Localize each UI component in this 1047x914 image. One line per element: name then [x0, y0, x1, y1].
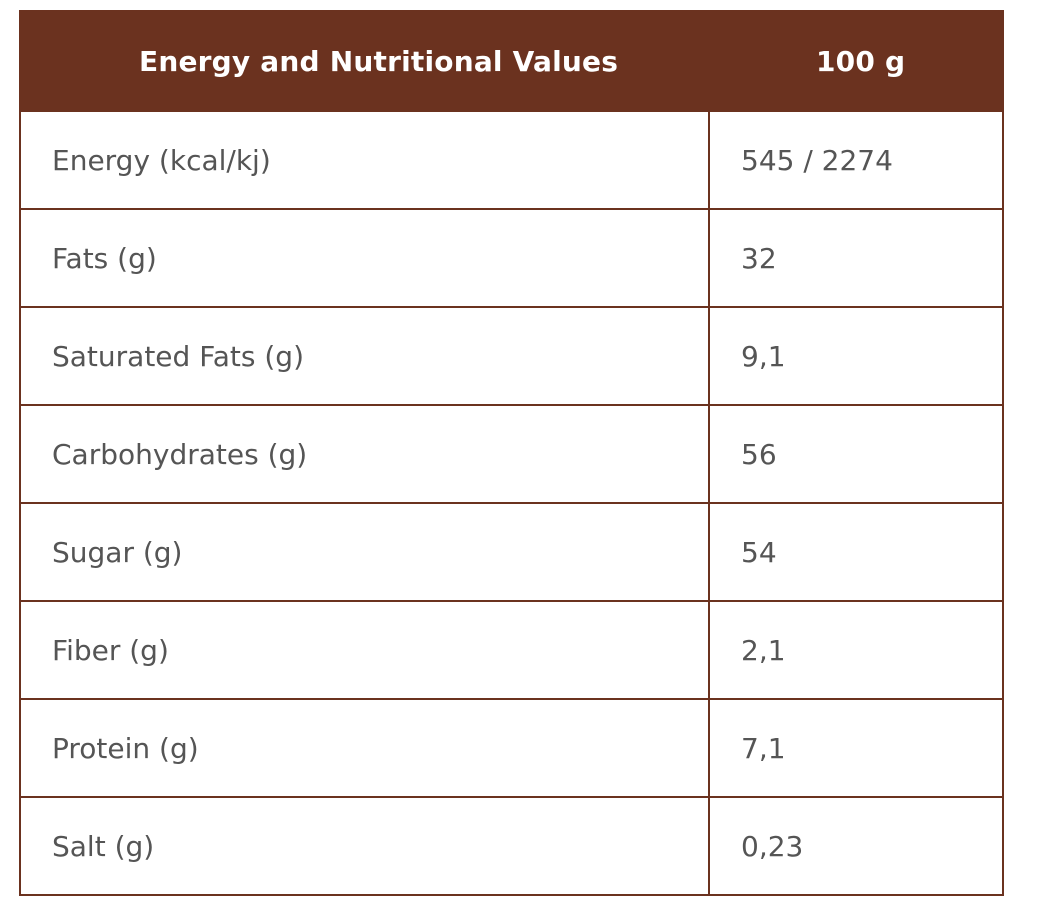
table-row: Energy (kcal/kj) 545 / 2274: [19, 110, 1004, 210]
row-name-salt: Salt (g): [19, 796, 710, 896]
table-header: Energy and Nutritional Values 100 g: [19, 10, 1004, 112]
row-value-fats: 32: [708, 208, 1004, 308]
table-row: Fats (g) 32: [19, 208, 1004, 308]
row-value-sugar: 54: [708, 502, 1004, 602]
nutrition-table: Energy and Nutritional Values 100 g Ener…: [19, 10, 1004, 896]
table-row: Carbohydrates (g) 56: [19, 404, 1004, 504]
row-name-saturated-fats: Saturated Fats (g): [19, 306, 710, 406]
table-row: Salt (g) 0,23: [19, 796, 1004, 896]
row-value-energy: 545 / 2274: [708, 110, 1004, 210]
row-value-salt: 0,23: [708, 796, 1004, 896]
row-name-fiber: Fiber (g): [19, 600, 710, 700]
row-value-protein: 7,1: [708, 698, 1004, 798]
table-body: Energy (kcal/kj) 545 / 2274 Fats (g) 32 …: [19, 110, 1004, 896]
row-name-carbohydrates: Carbohydrates (g): [19, 404, 710, 504]
table-row: Fiber (g) 2,1: [19, 600, 1004, 700]
header-amount: 100 g: [708, 10, 1004, 112]
row-name-energy: Energy (kcal/kj): [19, 110, 710, 210]
table-row: Sugar (g) 54: [19, 502, 1004, 602]
row-name-protein: Protein (g): [19, 698, 710, 798]
row-value-fiber: 2,1: [708, 600, 1004, 700]
header-row: Energy and Nutritional Values 100 g: [19, 10, 1004, 112]
table-row: Saturated Fats (g) 9,1: [19, 306, 1004, 406]
row-value-carbohydrates: 56: [708, 404, 1004, 504]
row-name-sugar: Sugar (g): [19, 502, 710, 602]
header-label: Energy and Nutritional Values: [19, 10, 710, 112]
table-row: Protein (g) 7,1: [19, 698, 1004, 798]
row-name-fats: Fats (g): [19, 208, 710, 308]
row-value-saturated-fats: 9,1: [708, 306, 1004, 406]
